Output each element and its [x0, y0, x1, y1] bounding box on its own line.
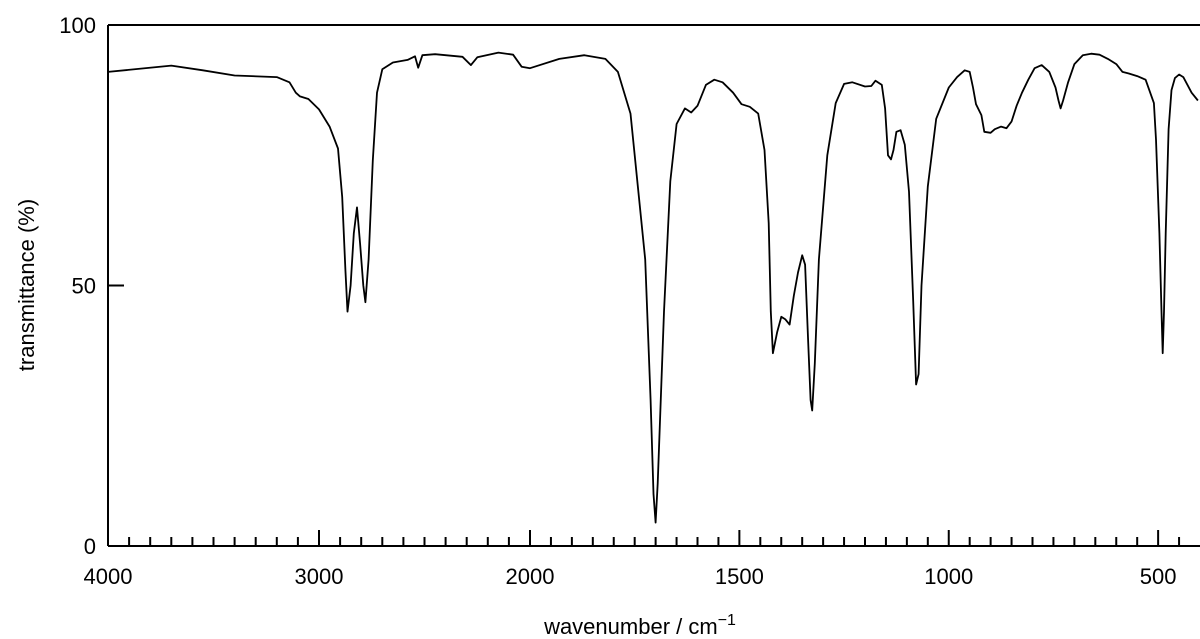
y-axis-ticks: 0 50 100	[59, 13, 124, 559]
y-tick-label: 100	[59, 13, 96, 38]
x-tick-label: 4000	[84, 564, 133, 589]
spectrum-line	[107, 51, 1199, 524]
x-tick-label: 3000	[295, 564, 344, 589]
y-tick-label: 50	[72, 274, 96, 299]
x-tick-label: 2000	[506, 564, 555, 589]
x-tick-label: 1000	[924, 564, 973, 589]
x-tick-label: 1500	[715, 564, 764, 589]
x-axis-ticks: 4000 3000 2000 1500 1000 500	[84, 530, 1181, 589]
plot-area: 4000 3000 2000 1500 1000 500 0 50 100	[59, 13, 1200, 589]
x-axis-title: wavenumber / cm−1	[543, 612, 736, 639]
x-tick-label: 500	[1140, 564, 1177, 589]
y-axis-title: transmittance (%)	[14, 199, 39, 371]
y-tick-label: 0	[84, 534, 96, 559]
